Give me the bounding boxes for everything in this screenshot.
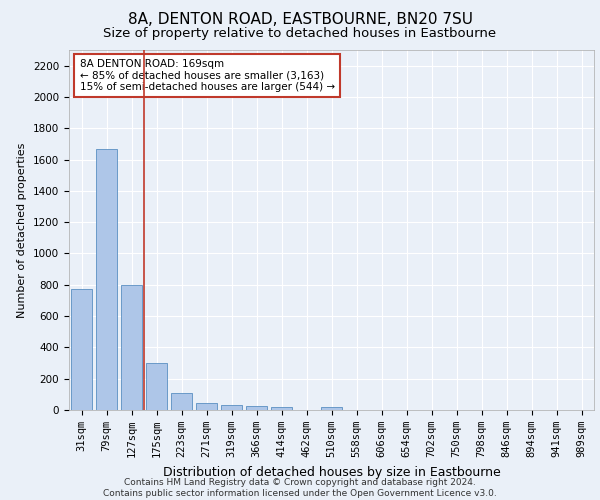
Text: Contains HM Land Registry data © Crown copyright and database right 2024.
Contai: Contains HM Land Registry data © Crown c… xyxy=(103,478,497,498)
Bar xyxy=(171,393,192,410)
Bar xyxy=(321,407,342,410)
Y-axis label: Number of detached properties: Number of detached properties xyxy=(17,142,28,318)
Bar xyxy=(96,148,117,410)
Bar xyxy=(71,290,92,410)
Bar xyxy=(221,406,242,410)
X-axis label: Distribution of detached houses by size in Eastbourne: Distribution of detached houses by size … xyxy=(163,466,500,478)
Text: 8A DENTON ROAD: 169sqm
← 85% of detached houses are smaller (3,163)
15% of semi-: 8A DENTON ROAD: 169sqm ← 85% of detached… xyxy=(79,59,335,92)
Bar xyxy=(271,407,292,410)
Text: 8A, DENTON ROAD, EASTBOURNE, BN20 7SU: 8A, DENTON ROAD, EASTBOURNE, BN20 7SU xyxy=(128,12,473,28)
Bar xyxy=(121,285,142,410)
Bar xyxy=(196,403,217,410)
Bar xyxy=(146,363,167,410)
Bar xyxy=(246,406,267,410)
Text: Size of property relative to detached houses in Eastbourne: Size of property relative to detached ho… xyxy=(103,28,497,40)
